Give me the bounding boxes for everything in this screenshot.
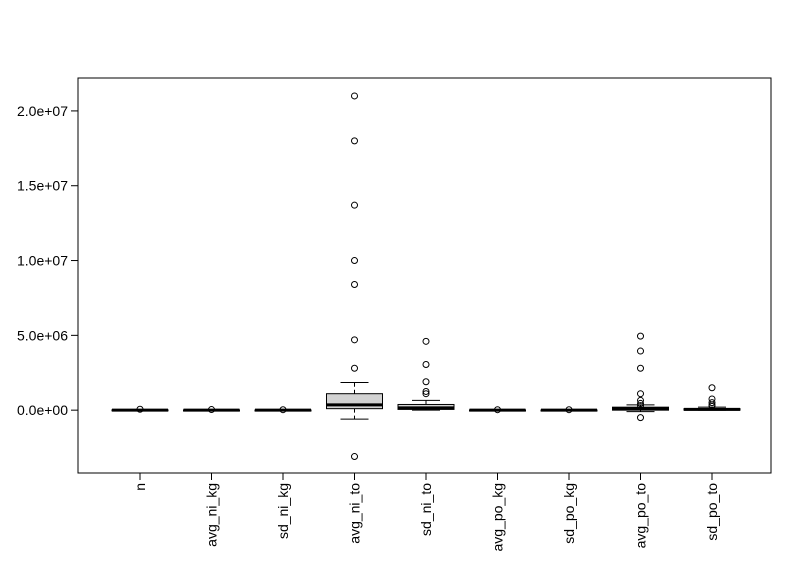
outlier-point	[708, 402, 716, 410]
outlier-point	[279, 406, 287, 414]
x-tick-label: avg_po_to	[633, 483, 649, 549]
box-sd_po_kg	[540, 406, 598, 414]
y-tick-label: 5.0e+06	[17, 327, 68, 343]
outlier-point	[422, 387, 430, 395]
outlier-point	[565, 406, 573, 414]
outlier-point	[637, 414, 644, 422]
outlier-point	[351, 280, 358, 288]
boxes-layer	[111, 92, 741, 461]
outlier-point	[708, 399, 716, 407]
y-tick-label: 1.5e+07	[17, 178, 68, 194]
outlier-point	[351, 92, 358, 100]
outlier-point	[351, 364, 358, 372]
outlier-point	[637, 396, 644, 404]
box-avg_po_kg	[469, 406, 526, 414]
outlier-point	[351, 453, 358, 461]
outlier-point	[351, 137, 358, 145]
outlier-point	[351, 336, 358, 344]
y-tick-label: 0.0e+00	[17, 402, 68, 418]
outlier-point	[136, 405, 144, 413]
outlier-point	[351, 257, 358, 265]
x-axis-labels: n avg_ni_kg sd_ni_kg avg_ni_to sd_ni_to avg_p…	[132, 473, 720, 552]
y-axis: 0.0e+00 5.0e+06 1.0e+07 1.5e+07 2.0e+07	[17, 103, 78, 418]
outlier-point	[422, 378, 430, 386]
x-tick-label: sd_po_kg	[561, 483, 577, 544]
outlier-point	[422, 390, 430, 398]
outlier-point	[208, 406, 215, 414]
outlier-point	[351, 201, 358, 209]
x-tick-label: avg_po_kg	[490, 483, 506, 552]
outlier-point	[422, 361, 430, 369]
x-tick-label: sd_po_to	[704, 483, 720, 541]
box-sd_ni_to	[397, 337, 455, 411]
outlier-point	[637, 347, 644, 355]
x-tick-label: avg_ni_to	[347, 483, 363, 544]
box-sd_ni_kg	[254, 406, 312, 414]
outlier-point	[637, 364, 644, 372]
plot-frame	[77, 77, 772, 474]
box-n	[111, 405, 169, 413]
box-avg_ni_to	[326, 92, 383, 461]
outlier-point	[708, 384, 716, 392]
box-avg_po_to	[612, 332, 669, 422]
outlier-point	[637, 399, 644, 407]
outlier-point	[637, 332, 644, 340]
y-tick-label: 1.0e+07	[17, 253, 68, 269]
outlier-point	[637, 390, 644, 398]
y-tick-label: 2.0e+07	[17, 103, 68, 119]
outlier-point	[637, 402, 644, 410]
x-tick-label: avg_ni_kg	[204, 483, 220, 547]
outlier-point	[494, 406, 501, 414]
outlier-point	[422, 337, 430, 345]
box-avg_ni_kg	[183, 406, 240, 414]
x-tick-label: n	[132, 483, 148, 491]
box-sd_po_to	[683, 384, 741, 411]
x-tick-label: sd_ni_to	[418, 483, 434, 536]
x-tick-label: sd_ni_kg	[275, 483, 291, 539]
